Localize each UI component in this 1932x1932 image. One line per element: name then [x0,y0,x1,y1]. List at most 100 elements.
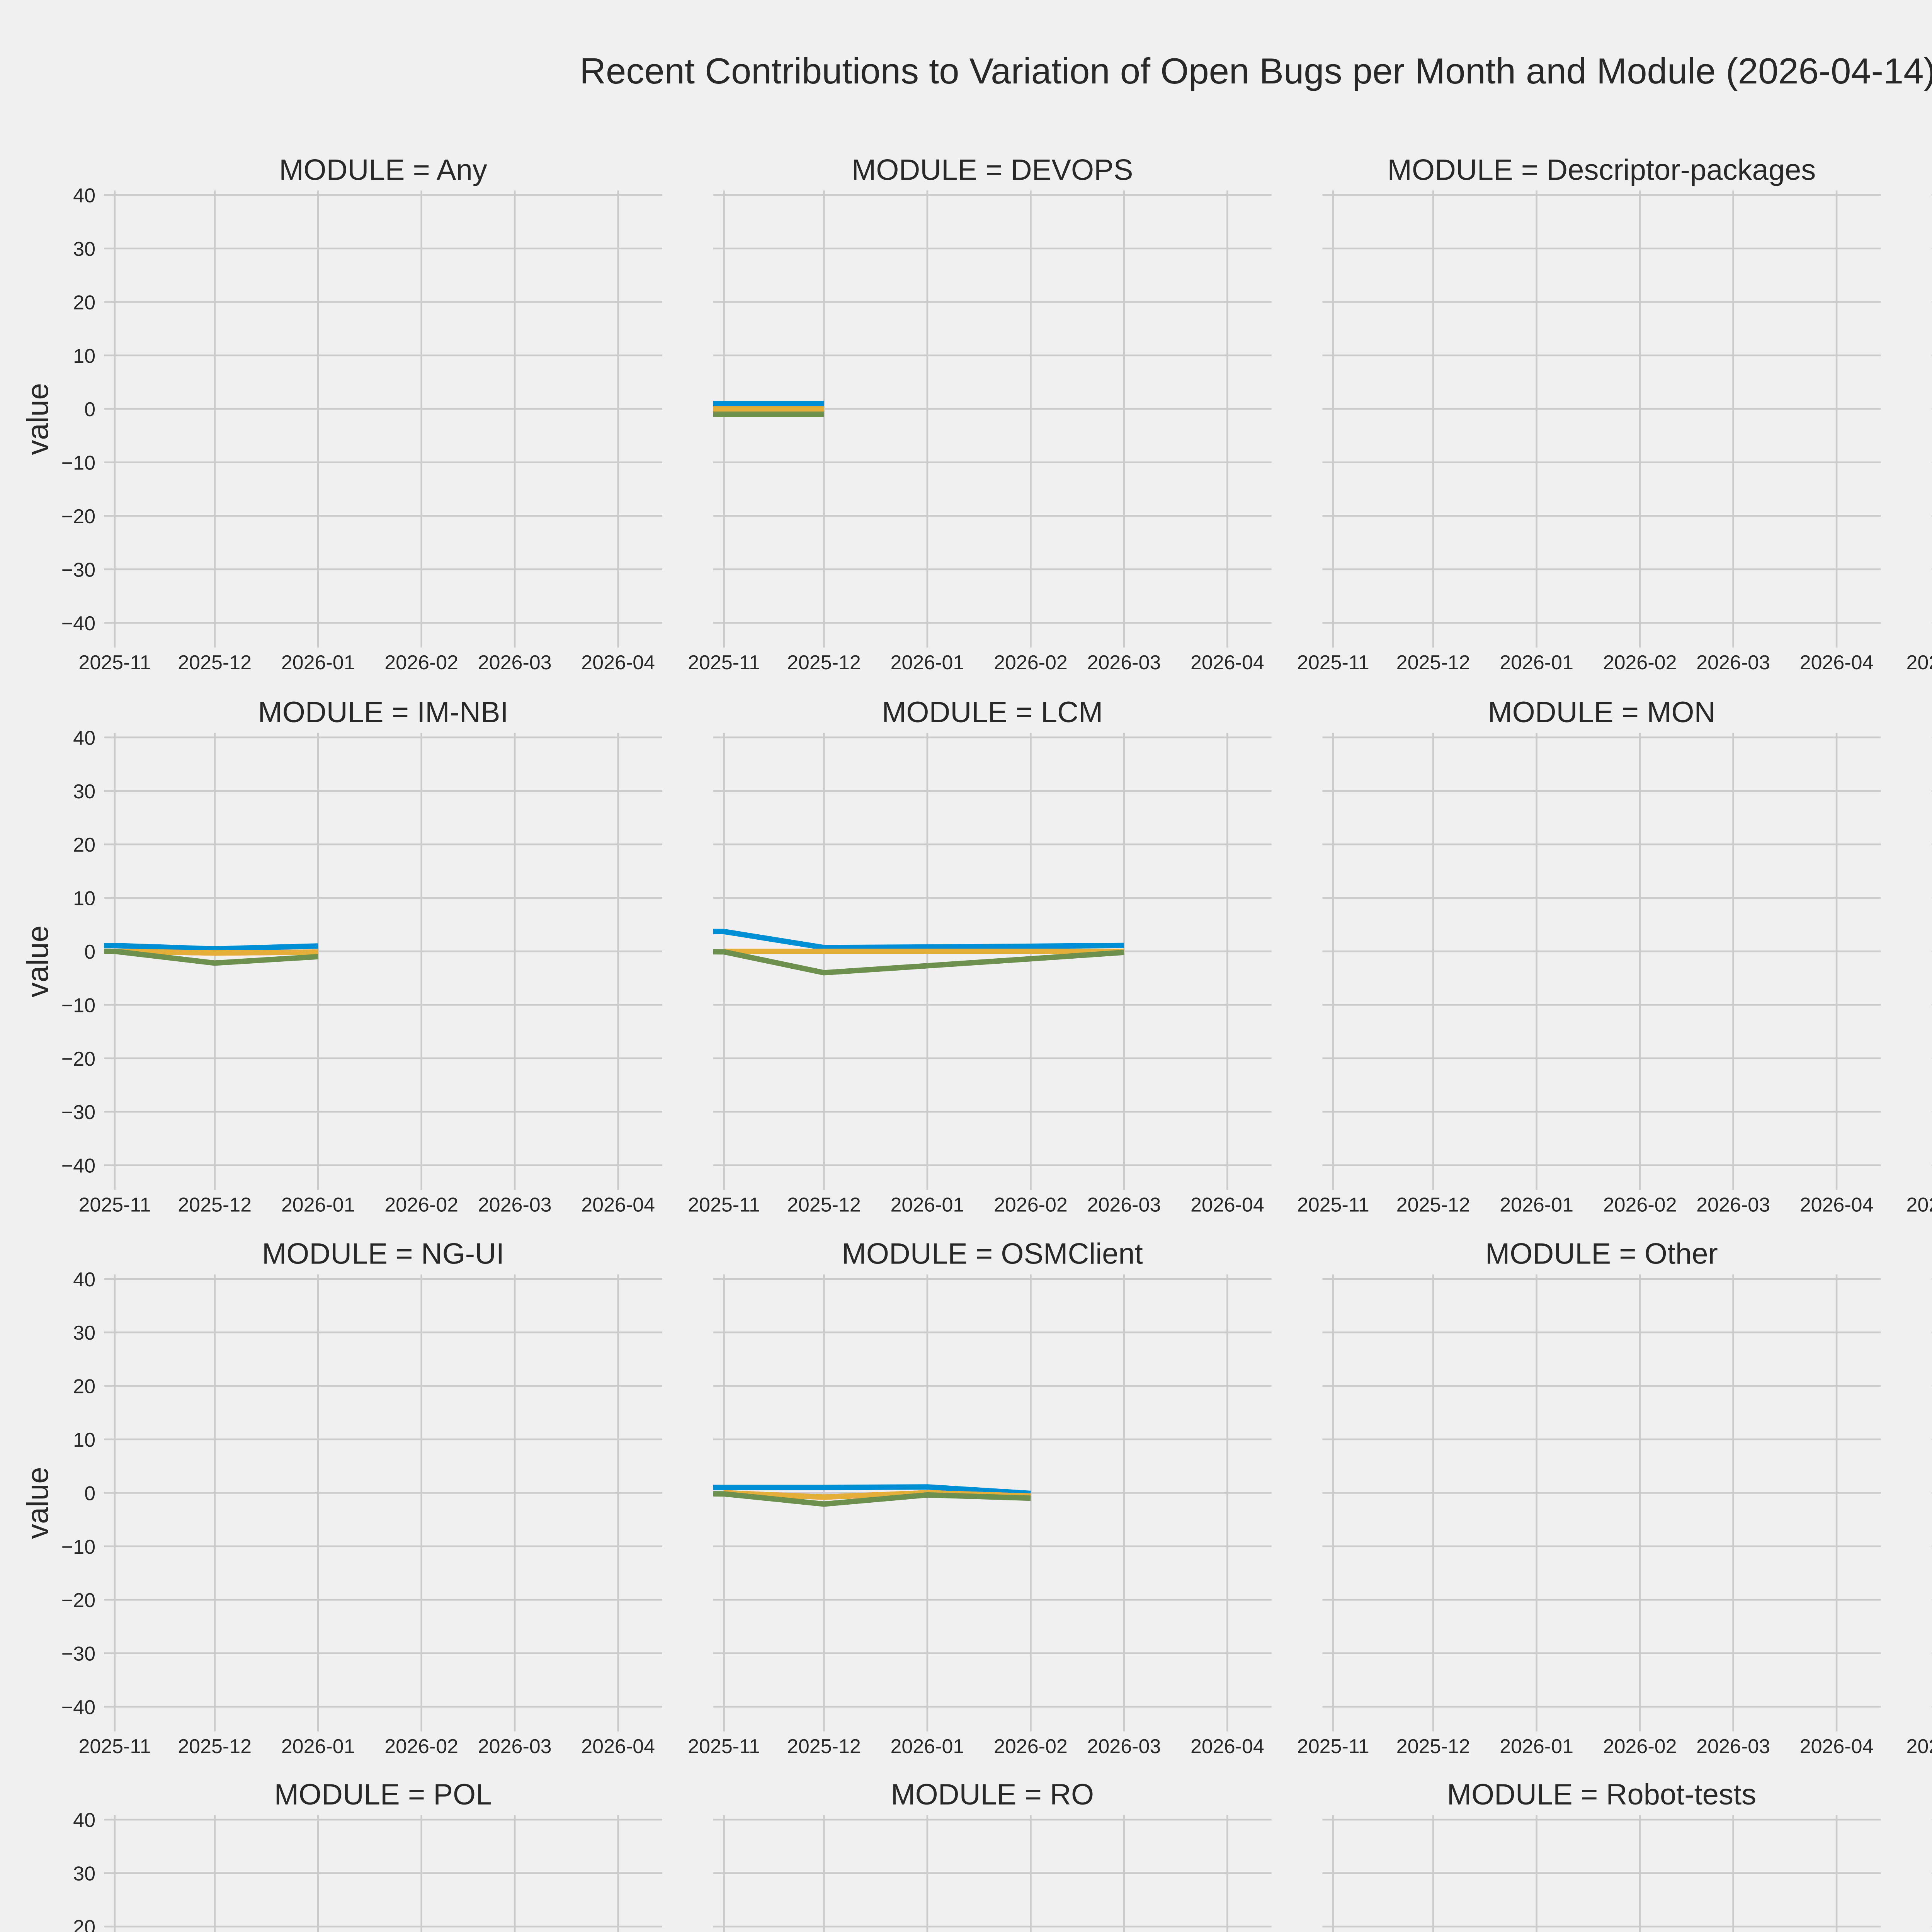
svg-text:−20: −20 [61,1589,95,1612]
svg-text:2026-01: 2026-01 [890,1194,964,1216]
svg-text:−30: −30 [61,559,95,581]
svg-text:MODULE = Robot-tests: MODULE = Robot-tests [1447,1778,1756,1811]
svg-text:2026-01: 2026-01 [281,651,355,674]
svg-text:2026-02: 2026-02 [384,1735,458,1758]
svg-text:2025-11: 2025-11 [1906,1194,1932,1216]
svg-text:2026-02: 2026-02 [994,1194,1068,1216]
svg-text:2026-02: 2026-02 [994,1735,1068,1758]
svg-text:MODULE = MON: MODULE = MON [1488,696,1715,729]
svg-text:2026-03: 2026-03 [1087,1735,1161,1758]
svg-text:2026-01: 2026-01 [1500,651,1573,674]
svg-text:2025-12: 2025-12 [787,651,861,674]
svg-text:MODULE = Descriptor-packages: MODULE = Descriptor-packages [1388,153,1816,186]
svg-text:2026-03: 2026-03 [478,1735,552,1758]
svg-text:2026-03: 2026-03 [1087,1194,1161,1216]
svg-text:2026-01: 2026-01 [890,1735,964,1758]
svg-text:2026-02: 2026-02 [1603,651,1677,674]
svg-text:−20: −20 [61,505,95,528]
svg-text:Recent Contributions to Variat: Recent Contributions to Variation of Ope… [580,51,1932,91]
svg-text:2025-11: 2025-11 [78,651,151,674]
svg-text:−40: −40 [61,1696,95,1719]
svg-text:30: 30 [73,1322,95,1344]
svg-text:−30: −30 [61,1643,95,1665]
svg-text:2025-12: 2025-12 [787,1735,861,1758]
svg-text:2026-04: 2026-04 [1190,651,1264,674]
svg-text:2026-04: 2026-04 [581,651,655,674]
svg-text:value: value [20,383,54,455]
svg-text:2025-12: 2025-12 [787,1194,861,1216]
svg-text:2025-11: 2025-11 [688,651,760,674]
svg-text:2025-12: 2025-12 [1396,1735,1470,1758]
svg-text:2026-04: 2026-04 [1800,1194,1874,1216]
svg-text:−10: −10 [61,994,95,1017]
svg-text:30: 30 [73,1863,95,1885]
svg-text:MODULE = Other: MODULE = Other [1485,1238,1718,1270]
svg-text:2026-02: 2026-02 [994,651,1068,674]
svg-text:2026-02: 2026-02 [1603,1735,1677,1758]
svg-text:MODULE = IM-NBI: MODULE = IM-NBI [258,696,508,729]
svg-text:value: value [20,925,54,997]
svg-text:2026-04: 2026-04 [1190,1194,1264,1216]
svg-text:40: 40 [73,1809,95,1832]
svg-text:MODULE = OSMClient: MODULE = OSMClient [842,1238,1143,1270]
svg-text:2025-11: 2025-11 [78,1735,151,1758]
svg-text:0: 0 [84,1482,95,1505]
svg-text:2026-01: 2026-01 [281,1735,355,1758]
svg-text:2025-11: 2025-11 [1297,1194,1369,1216]
svg-text:2026-03: 2026-03 [478,1194,552,1216]
svg-text:−40: −40 [61,612,95,635]
svg-text:2026-01: 2026-01 [1500,1735,1573,1758]
svg-text:2026-02: 2026-02 [384,651,458,674]
svg-text:MODULE = NG-UI: MODULE = NG-UI [262,1238,504,1270]
svg-text:2026-01: 2026-01 [890,651,964,674]
svg-text:2025-11: 2025-11 [78,1194,151,1216]
svg-text:MODULE = RO: MODULE = RO [891,1778,1094,1811]
svg-text:40: 40 [73,185,95,207]
svg-text:2025-11: 2025-11 [1906,651,1932,674]
svg-text:2026-03: 2026-03 [1696,651,1770,674]
svg-text:−10: −10 [61,1536,95,1558]
svg-text:0: 0 [84,941,95,963]
svg-text:2026-03: 2026-03 [1696,1735,1770,1758]
svg-text:2025-12: 2025-12 [178,651,252,674]
svg-text:2025-11: 2025-11 [1297,651,1369,674]
svg-text:MODULE = POL: MODULE = POL [274,1778,492,1811]
svg-text:MODULE = LCM: MODULE = LCM [882,696,1103,729]
svg-text:2025-11: 2025-11 [1906,1735,1932,1758]
svg-text:2026-02: 2026-02 [1603,1194,1677,1216]
svg-text:0: 0 [84,398,95,421]
svg-text:2026-04: 2026-04 [1800,651,1874,674]
svg-text:10: 10 [73,888,95,910]
svg-text:30: 30 [73,238,95,260]
svg-text:20: 20 [73,834,95,856]
svg-text:2026-03: 2026-03 [1087,651,1161,674]
svg-text:−30: −30 [61,1101,95,1124]
svg-text:40: 40 [73,727,95,749]
svg-text:20: 20 [73,1916,95,1932]
svg-text:10: 10 [73,345,95,367]
svg-text:MODULE = Any: MODULE = Any [279,153,487,186]
svg-text:2026-04: 2026-04 [581,1735,655,1758]
svg-text:MODULE = DEVOPS: MODULE = DEVOPS [852,153,1133,186]
svg-text:20: 20 [73,291,95,314]
svg-text:2026-03: 2026-03 [1696,1194,1770,1216]
svg-text:30: 30 [73,781,95,803]
svg-text:value: value [20,1467,54,1539]
svg-text:2026-03: 2026-03 [478,651,552,674]
svg-text:2025-12: 2025-12 [1396,651,1470,674]
svg-text:2026-01: 2026-01 [281,1194,355,1216]
svg-text:2025-12: 2025-12 [178,1735,252,1758]
svg-text:40: 40 [73,1269,95,1291]
svg-text:−10: −10 [61,452,95,474]
svg-text:2025-12: 2025-12 [1396,1194,1470,1216]
svg-text:2026-04: 2026-04 [1800,1735,1874,1758]
svg-text:2025-11: 2025-11 [688,1194,760,1216]
svg-text:2025-11: 2025-11 [1297,1735,1369,1758]
svg-text:2026-02: 2026-02 [384,1194,458,1216]
svg-text:2025-12: 2025-12 [178,1194,252,1216]
svg-text:−20: −20 [61,1048,95,1070]
svg-text:20: 20 [73,1376,95,1398]
svg-text:10: 10 [73,1429,95,1451]
svg-text:2025-11: 2025-11 [688,1735,760,1758]
svg-text:2026-04: 2026-04 [581,1194,655,1216]
